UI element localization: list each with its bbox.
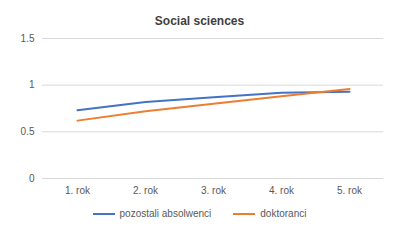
svg-text:4. rok: 4. rok — [269, 185, 295, 196]
svg-text:0.5: 0.5 — [21, 126, 35, 137]
svg-text:0: 0 — [29, 173, 35, 184]
svg-text:1.5: 1.5 — [21, 33, 35, 44]
html-text:doktoranci: doktoranci — [260, 208, 307, 219]
svg-text:5. rok: 5. rok — [337, 185, 363, 196]
svg-text:2. rok: 2. rok — [133, 185, 159, 196]
html-text:pozostali absolwenci: pozostali absolwenci — [119, 208, 212, 219]
html-text:Social sciences: Social sciences — [154, 14, 245, 28]
svg-text:1. rok: 1. rok — [65, 185, 91, 196]
svg-text:3. rok: 3. rok — [201, 185, 227, 196]
svg-text:1: 1 — [29, 79, 35, 90]
